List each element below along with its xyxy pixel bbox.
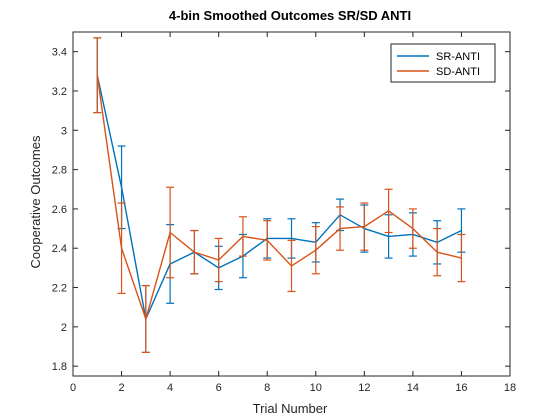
x-tick-label: 16 [455,382,467,394]
legend-label-1: SD-ANTI [436,66,480,78]
x-tick-label: 18 [504,382,516,394]
x-tick-label: 14 [407,382,419,394]
x-tick-label: 6 [216,382,222,394]
y-tick-label: 2.4 [52,243,67,255]
y-tick-label: 1.8 [52,361,67,373]
x-tick-label: 12 [358,382,370,394]
x-axis-label: Trial Number [253,401,328,416]
y-tick-label: 2.6 [52,204,67,216]
x-tick-label: 8 [264,382,270,394]
plot-background [73,32,510,376]
x-tick-label: 10 [310,382,322,394]
y-axis-label: Cooperative Outcomes [28,135,43,268]
y-tick-label: 2.2 [52,283,67,295]
chart-title: 4-bin Smoothed Outcomes SR/SD ANTI [169,8,411,23]
y-tick-label: 2 [61,322,67,334]
plot-area [73,32,510,376]
y-tick-label: 3.4 [52,47,67,59]
x-tick-label: 2 [118,382,124,394]
y-tick-label: 3.2 [52,86,67,98]
y-tick-label: 2.8 [52,165,67,177]
x-tick-label: 0 [70,382,76,394]
y-tick-label: 3 [61,125,67,137]
legend: SR-ANTI SD-ANTI [391,44,495,82]
x-tick-label: 4 [167,382,173,394]
legend-label-0: SR-ANTI [436,51,480,63]
